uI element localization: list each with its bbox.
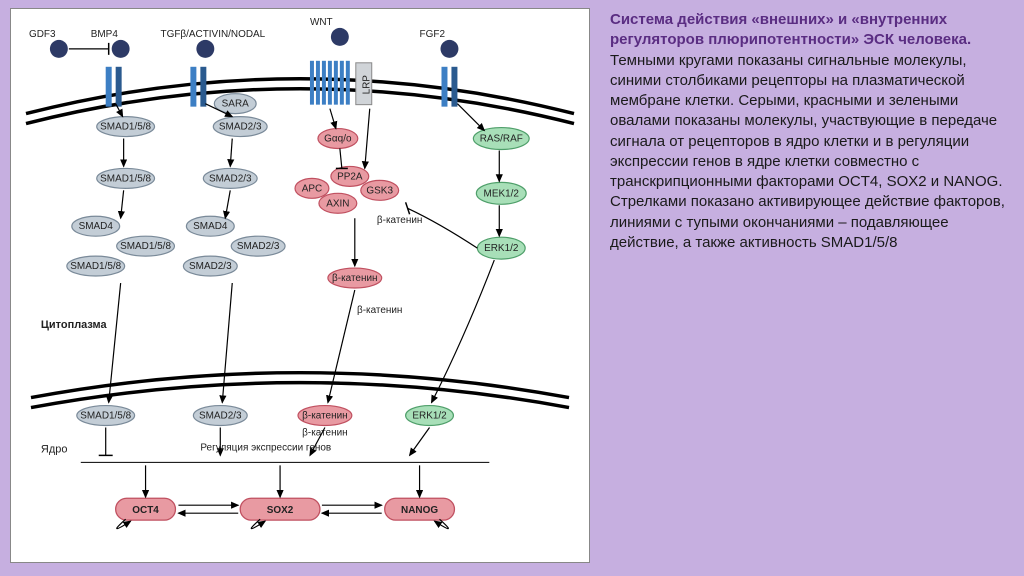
svg-text:SMAD2/3: SMAD2/3: [237, 241, 280, 252]
diagram-panel: GDF3 BMP4 TGFβ/ACTIVIN/NODAL WNT FGF2 LRP SM…: [10, 8, 590, 563]
svg-text:ERK1/2: ERK1/2: [484, 243, 519, 254]
svg-text:WNT: WNT: [310, 17, 333, 28]
ligands: GDF3 BMP4 TGFβ/ACTIVIN/NODAL WNT FGF2: [29, 17, 458, 58]
green-nodes: RAS/RAF MEK1/2 ERK1/2: [473, 128, 529, 260]
svg-text:AXIN: AXIN: [326, 198, 349, 209]
svg-text:NANOG: NANOG: [401, 505, 438, 516]
svg-text:ERK1/2: ERK1/2: [412, 411, 447, 422]
svg-text:SARA: SARA: [222, 99, 249, 110]
svg-text:SMAD2/3: SMAD2/3: [219, 122, 262, 133]
cytoplasm-label: Цитоплазма: [41, 319, 108, 331]
svg-text:SMAD1/5/8: SMAD1/5/8: [120, 241, 171, 252]
svg-text:FGF2: FGF2: [420, 29, 446, 40]
transcription-factors: OCT4 SOX2 NANOG: [116, 498, 455, 520]
svg-text:SOX2: SOX2: [267, 505, 294, 516]
svg-text:SMAD1/5/8: SMAD1/5/8: [70, 261, 121, 272]
nucleus-nodes: SMAD1/5/8 SMAD2/3 β-катенин β-катенин ERK1/2: [77, 406, 454, 439]
svg-text:β-катенин: β-катенин: [332, 273, 377, 284]
caption-title: Система действия «внешних» и «внутренних…: [610, 11, 971, 48]
svg-text:GDF3: GDF3: [29, 29, 56, 40]
svg-text:SMAD4: SMAD4: [193, 221, 228, 232]
regulation-label: Регуляция экспрессии генов: [200, 442, 331, 453]
svg-text:APC: APC: [302, 183, 322, 194]
nucleus-label: Ядро: [41, 443, 67, 455]
svg-text:SMAD2/3: SMAD2/3: [189, 261, 232, 272]
svg-text:SMAD1/5/8: SMAD1/5/8: [100, 122, 151, 133]
svg-text:MEK1/2: MEK1/2: [484, 188, 520, 199]
red-nodes: Gαq/o APC PP2A AXIN GSK3 β-катенин β-катенин β-…: [295, 129, 422, 316]
svg-text:PP2A: PP2A: [337, 171, 363, 182]
caption-panel: Система действия «внешних» и «внутренних…: [590, 0, 1024, 576]
svg-text:SMAD1/5/8: SMAD1/5/8: [100, 173, 151, 184]
svg-text:β-катенин: β-катенин: [377, 215, 422, 226]
svg-text:OCT4: OCT4: [132, 505, 159, 516]
svg-text:GSK3: GSK3: [366, 185, 393, 196]
svg-text:SMAD1/5/8: SMAD1/5/8: [80, 411, 131, 422]
svg-text:SMAD4: SMAD4: [79, 221, 114, 232]
svg-text:β-катенин: β-катенин: [357, 305, 402, 316]
svg-text:Gαq/o: Gαq/o: [324, 134, 352, 145]
svg-text:β-катенин: β-катенин: [302, 411, 347, 422]
svg-text:SMAD2/3: SMAD2/3: [199, 411, 242, 422]
caption-body: Темными кругами показаны сигнальные моле…: [610, 52, 1005, 251]
svg-text:RAS/RAF: RAS/RAF: [480, 134, 523, 145]
svg-text:BMP4: BMP4: [91, 29, 119, 40]
svg-text:TGFβ/ACTIVIN/NODAL: TGFβ/ACTIVIN/NODAL: [161, 29, 266, 40]
svg-text:β-катенин: β-катенин: [302, 427, 347, 438]
svg-text:LRP: LRP: [362, 75, 373, 95]
arrows: [69, 43, 499, 529]
svg-text:SMAD2/3: SMAD2/3: [209, 173, 252, 184]
smad-nodes: SMAD1/5/8 SMAD1/5/8 SMAD4 SMAD1/5/8 SMAD1/5/…: [67, 94, 285, 276]
pathway-svg: GDF3 BMP4 TGFβ/ACTIVIN/NODAL WNT FGF2 LRP SM…: [11, 9, 589, 562]
